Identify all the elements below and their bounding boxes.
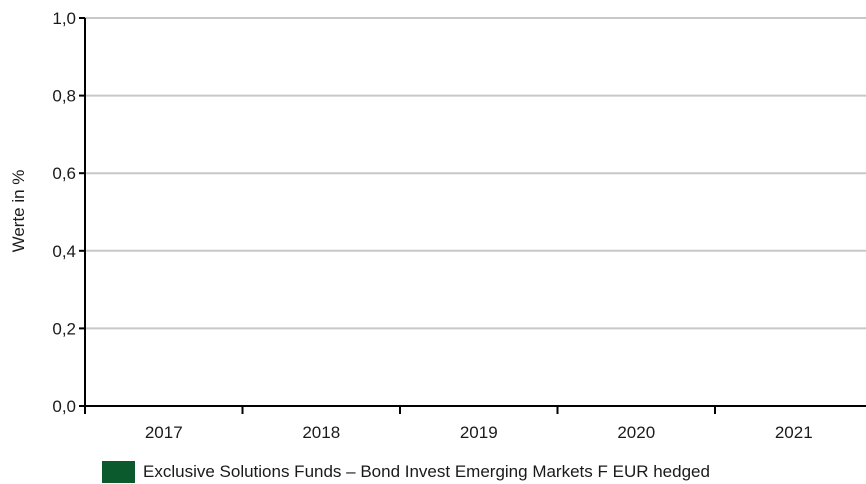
y-tick-label: 0,0 [52,397,76,416]
x-tick-label: 2020 [617,423,655,442]
y-tick-label: 0,6 [52,164,76,183]
grid-lines [85,17,866,330]
legend-swatch [102,461,135,483]
x-tick-label: 2018 [302,423,340,442]
y-axis-title: Werte in % [9,170,28,253]
legend: Exclusive Solutions Funds – Bond Invest … [102,461,710,483]
x-tick-label: 2017 [145,423,183,442]
legend-label: Exclusive Solutions Funds – Bond Invest … [143,462,710,481]
y-tick-label: 0,4 [52,242,76,261]
x-axis: 2017 2018 2019 2020 2021 [79,405,866,442]
x-tick-label: 2019 [460,423,498,442]
x-tick-label: 2021 [775,423,813,442]
y-tick-label: 1,0 [52,9,76,28]
y-tick-label: 0,2 [52,319,76,338]
y-tick-label: 0,8 [52,87,76,106]
y-axis: 0,0 0,2 0,4 0,6 0,8 1,0 [52,9,86,416]
